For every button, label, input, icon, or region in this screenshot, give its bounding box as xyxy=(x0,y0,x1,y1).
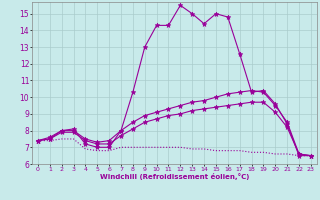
X-axis label: Windchill (Refroidissement éolien,°C): Windchill (Refroidissement éolien,°C) xyxy=(100,173,249,180)
